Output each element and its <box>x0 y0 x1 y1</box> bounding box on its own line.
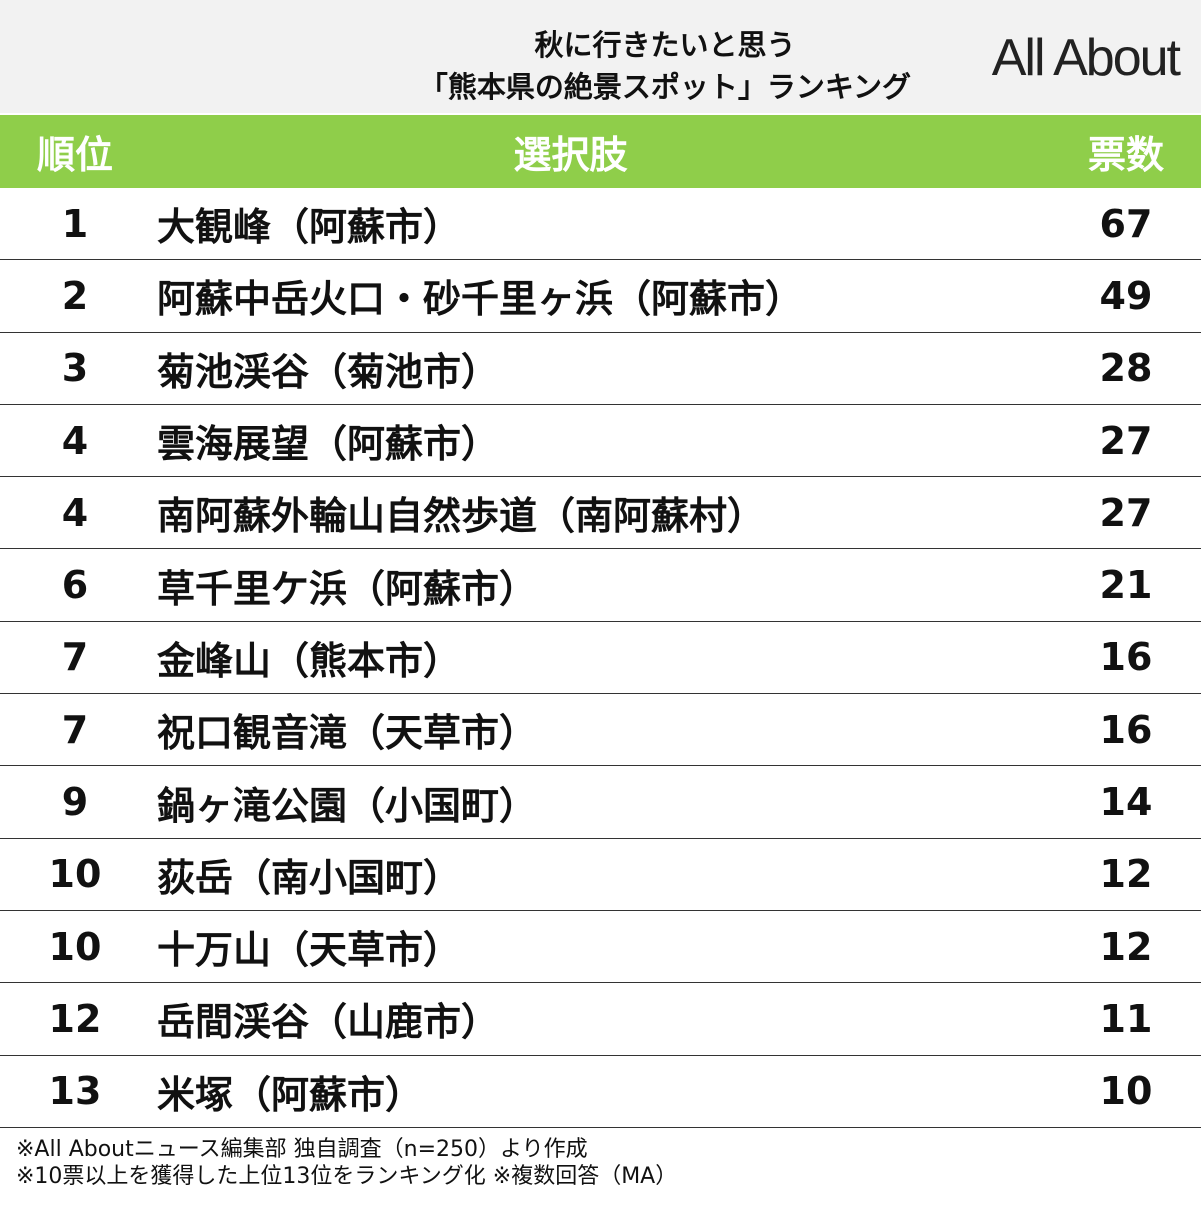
option: 大観峰（阿蘇市） <box>157 205 462 250</box>
table-row: 13 米塚（阿蘇市） 10 <box>0 1056 1201 1128</box>
footer: ※All Aboutニュース編集部 独自調査（n=250）より作成 ※10票以上… <box>0 1128 1201 1190</box>
table-row: 7 金峰山（熊本市） 16 <box>0 622 1201 695</box>
rank: 7 <box>61 635 89 680</box>
rank: 2 <box>61 273 89 318</box>
rank: 7 <box>61 707 89 752</box>
table-row: 9 鍋ヶ滝公園（小国町） 14 <box>0 766 1201 839</box>
title-line: 秋に行きたいと思う <box>534 28 796 62</box>
rank: 6 <box>61 563 89 608</box>
table-row: 2 阿蘇中岳火口・砂千里ヶ浜（阿蘇市） 49 <box>0 260 1201 333</box>
rank: 3 <box>61 346 89 391</box>
table-header: 順位 選択肢 票数 <box>0 115 1201 188</box>
rank: 1 <box>61 201 89 246</box>
table-row: 1 大観峰（阿蘇市） 67 <box>0 188 1201 261</box>
table-row: 10 荻岳（南小国町） 12 <box>0 839 1201 911</box>
votes: 12 <box>1099 924 1153 969</box>
title-line: 「熊本県の絶景スポット」ランキング <box>418 70 912 104</box>
rank: 9 <box>61 780 89 825</box>
rank: 4 <box>61 418 89 463</box>
option: 米塚（阿蘇市） <box>157 1072 424 1117</box>
logo: All About <box>991 29 1181 87</box>
header: 秋に行きたいと思う 「熊本県の絶景スポット」ランキング All About <box>0 0 1201 113</box>
rank: 12 <box>48 996 102 1041</box>
rank: 10 <box>48 924 102 969</box>
votes: 27 <box>1099 490 1153 535</box>
rank: 4 <box>61 490 89 535</box>
column-header: 順位 <box>36 133 113 177</box>
votes: 21 <box>1099 563 1153 608</box>
table-row: 7 祝口観音滝（天草市） 16 <box>0 694 1201 767</box>
votes: 12 <box>1099 852 1153 897</box>
option: 南阿蘇外輪山自然歩道（南阿蘇村） <box>157 494 766 539</box>
option: 草千里ケ浜（阿蘇市） <box>157 566 538 611</box>
option: 雲海展望（阿蘇市） <box>157 422 500 467</box>
table-row: 4 南阿蘇外輪山自然歩道（南阿蘇村） 27 <box>0 477 1201 550</box>
votes: 11 <box>1099 996 1153 1041</box>
option: 岳間渓谷（山鹿市） <box>157 1000 500 1045</box>
votes: 27 <box>1099 418 1153 463</box>
footnote: ※All Aboutニュース編集部 独自調査（n=250）より作成 <box>16 1136 588 1162</box>
rank: 13 <box>48 1069 102 1114</box>
votes: 16 <box>1099 635 1153 680</box>
rank: 10 <box>48 852 102 897</box>
votes: 67 <box>1099 201 1153 246</box>
column-header: 票数 <box>1087 133 1164 177</box>
votes: 14 <box>1099 780 1153 825</box>
option: 十万山（天草市） <box>157 928 462 973</box>
footnote: ※10票以上を獲得した上位13位をランキング化 ※複数回答（MA） <box>16 1163 678 1189</box>
option: 金峰山（熊本市） <box>157 638 462 683</box>
table-body: 1 大観峰（阿蘇市） 67 2 阿蘇中岳火口・砂千里ヶ浜（阿蘇市） 49 3 菊池渓谷（菊池市… <box>0 188 1201 1128</box>
option: 阿蘇中岳火口・砂千里ヶ浜（阿蘇市） <box>157 277 804 322</box>
option: 鍋ヶ滝公園（小国町） <box>157 783 538 828</box>
table-row: 6 草千里ケ浜（阿蘇市） 21 <box>0 549 1201 622</box>
table-row: 10 十万山（天草市） 12 <box>0 911 1201 984</box>
option: 祝口観音滝（天草市） <box>157 711 538 756</box>
votes: 28 <box>1099 346 1153 391</box>
table-row: 12 岳間渓谷（山鹿市） 11 <box>0 983 1201 1056</box>
votes: 10 <box>1099 1069 1153 1114</box>
option: 菊池渓谷（菊池市） <box>157 349 500 394</box>
column-header: 選択肢 <box>513 133 628 177</box>
table-row: 3 菊池渓谷（菊池市） 28 <box>0 333 1201 405</box>
votes: 16 <box>1099 707 1153 752</box>
votes: 49 <box>1099 273 1153 318</box>
table-row: 4 雲海展望（阿蘇市） 27 <box>0 405 1201 478</box>
option: 荻岳（南小国町） <box>157 855 462 900</box>
